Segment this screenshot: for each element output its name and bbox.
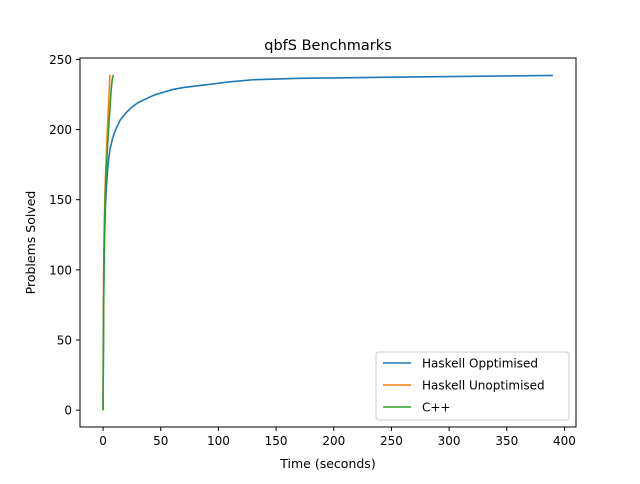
x-axis-ticks: 0 50 100 150 200 250 300 350 400 [99, 427, 576, 448]
y-axis-ticks: 0 50 100 150 200 250 [49, 53, 80, 418]
plot-frame [79, 57, 577, 428]
x-tick-label: 150 [265, 434, 288, 448]
series-line-3 [102, 74, 115, 411]
y-tick-label: 50 [57, 334, 72, 348]
x-tick-label: 350 [495, 434, 518, 448]
x-axis-label: Time (seconds) [279, 456, 375, 471]
legend-items: Haskell Opptimised Haskell Unoptimised C++ [383, 357, 545, 415]
legend-label-1: Haskell Opptimised [422, 357, 538, 371]
y-tick-label: 200 [49, 123, 72, 137]
x-tick-label: 0 [99, 434, 107, 448]
legend-label-3: C++ [422, 401, 451, 415]
legend-label-2: Haskell Unoptimised [422, 379, 545, 393]
y-tick-label: 0 [64, 404, 72, 418]
legend-box [375, 351, 570, 421]
series-layer [102, 74, 553, 411]
y-tick-label: 100 [49, 263, 72, 277]
x-tick-label: 250 [380, 434, 403, 448]
y-tick-label: 250 [49, 53, 72, 67]
legend: Haskell Opptimised Haskell Unoptimised C++ [375, 351, 570, 421]
x-tick-label: 300 [438, 434, 461, 448]
x-tick-label: 400 [553, 434, 576, 448]
y-axis-label: Problems Solved [23, 191, 38, 295]
chart-title: qbfS Benchmarks [264, 38, 391, 54]
x-tick-label: 200 [322, 434, 345, 448]
x-tick-label: 50 [153, 434, 168, 448]
y-tick-label: 150 [49, 193, 72, 207]
x-tick-label: 100 [207, 434, 230, 448]
